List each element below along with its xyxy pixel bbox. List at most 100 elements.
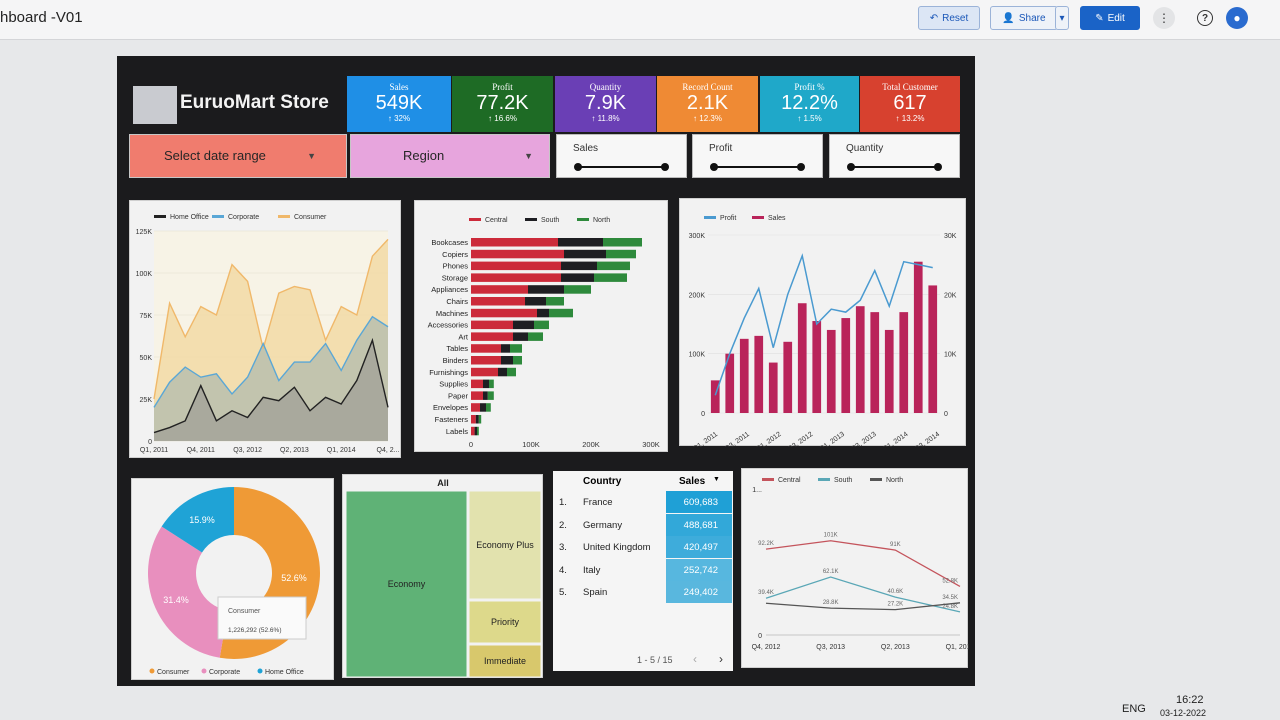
line-chart-svg: 0 1... 92.2K 101K 91K 52.8K 39.4K 62.1K 40.6K 24.… (752, 477, 975, 651)
table-header: Country Sales ▼ (553, 471, 733, 491)
share-button[interactable]: 👤 Share (990, 6, 1058, 30)
caret-down-icon: ▼ (524, 151, 533, 161)
kpi-record-count[interactable]: Record Count 2.1K ↑ 12.3% (657, 76, 758, 132)
legend-swatch (870, 478, 882, 481)
table-row[interactable]: 1. France 609,683 (553, 491, 733, 513)
y-tick-label: 0 (758, 633, 762, 640)
kpi-label: Total Customer (882, 82, 938, 92)
language-indicator[interactable]: ENG (1122, 703, 1146, 715)
ship-mode-treemap[interactable]: All Economy Economy Plus Priority Immediate (342, 474, 543, 678)
bar-segment (528, 285, 564, 294)
segment-area-chart[interactable]: 0 25K 50K 75K 100K 125K Q1, 2011 Q4, 2011 Q3, 20… (129, 200, 401, 458)
kpi-value: 7.9K (584, 92, 627, 114)
tooltip-value: 1,226,292 (52.6%) (228, 627, 281, 634)
clock-time[interactable]: 16:22 (1176, 694, 1204, 706)
category-label: Storage (442, 273, 468, 282)
prev-page-icon[interactable]: ‹ (693, 652, 697, 666)
bar-segment (471, 261, 561, 271)
legend-swatch (704, 216, 716, 219)
kpi-sales[interactable]: Sales 549K ↑ 32% (347, 76, 451, 132)
tooltip-title: Consumer (228, 608, 261, 615)
treemap-cell-economy-plus (468, 490, 542, 600)
column-header-sales[interactable]: Sales (679, 476, 706, 487)
kpi-total-customer[interactable]: Total Customer 617 ↑ 13.2% (860, 76, 960, 132)
slider-track[interactable] (847, 163, 942, 171)
quantity-slider[interactable]: Quantity (829, 134, 960, 178)
kpi-value: 12.2% (781, 92, 838, 114)
category-label: Fasteners (435, 415, 469, 424)
kpi-label: Record Count (682, 82, 733, 92)
bar-segment (561, 273, 594, 282)
column-header-country[interactable]: Country (583, 476, 622, 487)
table-row[interactable]: 4. Italy 252,742 (553, 558, 733, 581)
reset-button[interactable]: ↶ Reset (918, 6, 980, 30)
sales-bar (826, 329, 836, 413)
slider-max-handle[interactable] (934, 163, 942, 171)
region-filter[interactable]: Region ▼ (350, 134, 550, 178)
bar-segment (471, 367, 498, 377)
help-button[interactable]: ? (1197, 10, 1213, 26)
category-label: Art (458, 332, 469, 341)
next-page-icon[interactable]: › (719, 652, 723, 666)
legend-swatch (752, 216, 764, 219)
kpi-profit[interactable]: Profit 77.2K ↑ 16.6% (452, 76, 553, 132)
category-label: Chairs (446, 297, 468, 306)
profit-slider[interactable]: Profit (692, 134, 823, 178)
slider-min-handle[interactable] (847, 163, 855, 171)
kpi-label: Quantity (589, 82, 622, 92)
series-line-north (765, 602, 961, 611)
edit-button[interactable]: ✎ Edit (1080, 6, 1140, 30)
slider-track[interactable] (710, 163, 805, 171)
bar-segment (474, 426, 477, 436)
kpi-profit-percent[interactable]: Profit % 12.2% ↑ 1.5% (760, 76, 859, 132)
x-tick-label: 100K (522, 440, 540, 449)
bar-segment (471, 379, 483, 389)
sales-slider[interactable]: Sales (556, 134, 687, 178)
data-label: 34.5K (942, 595, 958, 601)
more-options-button[interactable]: ⋮ (1153, 7, 1175, 29)
slider-track[interactable] (574, 163, 669, 171)
kpi-quantity[interactable]: Quantity 7.9K ↑ 11.8% (555, 76, 656, 132)
slider-min-handle[interactable] (710, 163, 718, 171)
category-label: Binders (443, 356, 469, 365)
kpi-value: 77.2K (476, 92, 529, 114)
report-title: hboard -V01 (0, 9, 83, 26)
bar-segment (471, 415, 476, 424)
kpi-change: ↑ 11.8% (591, 114, 620, 123)
bar-segment (483, 391, 488, 400)
data-label: 91K (890, 542, 901, 548)
bar-segment (510, 344, 522, 353)
sort-desc-icon[interactable]: ▼ (713, 476, 720, 483)
region-label: Region (403, 148, 445, 163)
row-sales: 488,681 (666, 513, 732, 536)
legend-label: Profit (720, 215, 736, 222)
subcategory-bar-chart[interactable]: Bookcases Copiers Phones Storage Appliances C… (414, 200, 668, 452)
row-sales: 420,497 (666, 536, 732, 558)
table-row[interactable]: 2. Germany 488,681 (553, 513, 733, 536)
series-line-consumer (153, 238, 389, 400)
category-label: Labels (446, 427, 468, 436)
region-line-chart[interactable]: 0 1... 92.2K 101K 91K 52.8K 39.4K 62.1K 40.6K 24.… (741, 468, 975, 668)
legend-label: Central (778, 477, 801, 484)
row-sales: 249,402 (666, 581, 732, 603)
country-sales-table[interactable]: Country Sales ▼ 1. France 609,683 2. Germany… (553, 471, 733, 671)
treemap-label: Priority (491, 617, 520, 627)
row-rank: 3. (559, 542, 567, 553)
legend-label: North (593, 217, 610, 224)
avatar[interactable]: ● (1226, 7, 1248, 29)
bar-segment (528, 332, 543, 341)
share-dropdown-button[interactable]: ▾ (1055, 6, 1069, 30)
profit-sales-combo-chart[interactable]: 0 0 100K 10K 200K 20K 300K 30K Q1, 2011 Q3, 2011 Q… (679, 198, 966, 453)
row-rank: 5. (559, 587, 567, 598)
table-row[interactable]: 3. United Kingdom 420,497 (553, 536, 733, 558)
slider-min-handle[interactable] (574, 163, 582, 171)
sales-bar (754, 335, 764, 413)
table-row[interactable]: 5. Spain 249,402 (553, 581, 733, 603)
slider-max-handle[interactable] (661, 163, 669, 171)
segment-donut-chart[interactable]: 52.6% 31.4% 15.9% Consumer 1,226,292 (52.6%)… (131, 478, 334, 680)
x-tick-label: Q1, 2013 (946, 644, 969, 651)
x-tick-label: Q4, 2... (377, 447, 400, 454)
bar-segment (546, 297, 564, 306)
date-range-filter[interactable]: Select date range ▼ (129, 134, 347, 178)
slider-max-handle[interactable] (797, 163, 805, 171)
